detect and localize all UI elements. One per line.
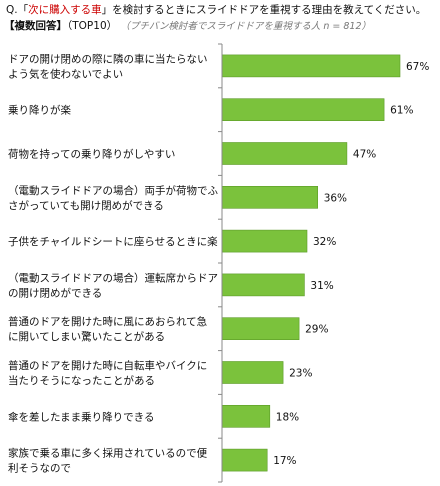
- category-label-8-line-2: 当たりそうになったことがある: [8, 374, 155, 387]
- category-label-9-line-1: 傘を差したまま乗り降りできる: [8, 410, 154, 423]
- category-label-3-line-1: 荷物を持っての乗り降りがしやすい: [8, 148, 175, 161]
- category-label-5-line-1: 子供をチャイルドシートに座らせるときに楽: [8, 235, 218, 248]
- bar-chart-svg: 67% ドアの開け閉めの際に隣の車に当たらないよう気を使わないでよい 61% 乗り降り…: [8, 43, 429, 483]
- answer-info: 【複数回答】（TOP10） （プチバン検討者でスライドドアを重視する人 n = 8…: [4, 19, 371, 34]
- bar-9: [221, 404, 271, 428]
- category-label-4-line-2: さがっていても開け閉めができる: [8, 199, 164, 212]
- category-label-9: 傘を差したまま乗り降りできる: [8, 410, 154, 423]
- category-label-10: 家族で乗る車に多く採用されているので便利そうなので: [8, 447, 208, 475]
- bar-10: [221, 448, 268, 472]
- category-label-2-line-1: 乗り降りが楽: [8, 104, 71, 117]
- category-label-7-line-2: に開いてしまい驚いたことがある: [8, 330, 165, 343]
- category-label-4: （電動スライドドアの場合）両手が荷物でふさがっていても開け閉めができる: [8, 184, 218, 212]
- sample-note: （プチバン検討者でスライドドアを重視する人 n = 812）: [125, 21, 372, 32]
- category-label-4-line-1: （電動スライドドアの場合）両手が荷物でふ: [8, 184, 218, 197]
- bar-chart: 67% ドアの開け閉めの際に隣の車に当たらないよう気を使わないでよい 61% 乗り降り…: [0, 40, 440, 486]
- value-label-7: 29%: [305, 324, 328, 336]
- category-label-10-line-1: 家族で乗る車に多く採用されているので便: [8, 447, 208, 460]
- value-label-3: 47%: [353, 149, 376, 161]
- category-label-6: （電動スライドドアの場合）運転席からドアの開け閉めができる: [8, 271, 218, 299]
- bar-1: [221, 54, 401, 78]
- value-label-5: 32%: [313, 236, 336, 248]
- category-label-8-line-1: 普通のドアを開けた時に自転車やバイクに: [8, 359, 207, 372]
- category-label-8: 普通のドアを開けた時に自転車やバイクに当たりそうになったことがある: [8, 359, 207, 387]
- category-label-1-line-2: よう気を使わないでよい: [8, 67, 123, 80]
- bar-5: [221, 229, 308, 253]
- category-label-10-line-2: 利そうなので: [8, 463, 71, 475]
- category-label-7: 普通のドアを開けた時に風にあおられて急に開いてしまい驚いたことがある: [8, 315, 207, 343]
- question-prefix: Q.「: [6, 4, 29, 16]
- value-label-2: 61%: [390, 105, 413, 117]
- bar-4: [221, 186, 318, 209]
- category-label-1: ドアの開け閉めの際に隣の車に当たらないよう気を使わないでよい: [8, 52, 208, 80]
- bar-2: [221, 98, 385, 122]
- bar-3: [221, 142, 348, 165]
- bar-8: [221, 361, 284, 384]
- question-text: Q.「次に購入する車」を検討するときにスライドドアを重視する理由を教えてください…: [6, 3, 426, 17]
- category-label-6-line-1: （電動スライドドアの場合）運転席からドア: [8, 271, 218, 284]
- bar-7: [221, 317, 300, 341]
- answer-type: 【複数回答】: [4, 20, 67, 32]
- category-label-1-line-1: ドアの開け閉めの際に隣の車に当たらない: [8, 52, 208, 65]
- value-label-10: 17%: [273, 455, 296, 467]
- value-label-4: 36%: [324, 192, 347, 204]
- top-count: （TOP10）: [67, 20, 118, 32]
- category-label-7-line-1: 普通のドアを開けた時に風にあおられて急: [8, 315, 207, 328]
- value-label-1: 67%: [406, 61, 429, 73]
- category-label-6-line-2: の開け閉めができる: [8, 286, 102, 299]
- category-label-3: 荷物を持っての乗り降りがしやすい: [8, 148, 175, 161]
- category-label-5: 子供をチャイルドシートに座らせるときに楽: [8, 235, 218, 248]
- value-label-8: 23%: [289, 368, 312, 380]
- chart-header: Q.「次に購入する車」を検討するときにスライドドアを重視する理由を教えてください…: [0, 0, 440, 40]
- bar-6: [221, 273, 305, 297]
- value-label-6: 31%: [310, 280, 333, 292]
- value-label-9: 18%: [276, 411, 299, 423]
- question-suffix: 」を検討するときにスライドドアを重視する理由を教えてください。: [101, 4, 427, 16]
- question-highlight: 次に購入する車: [28, 4, 102, 16]
- category-label-2: 乗り降りが楽: [8, 104, 71, 117]
